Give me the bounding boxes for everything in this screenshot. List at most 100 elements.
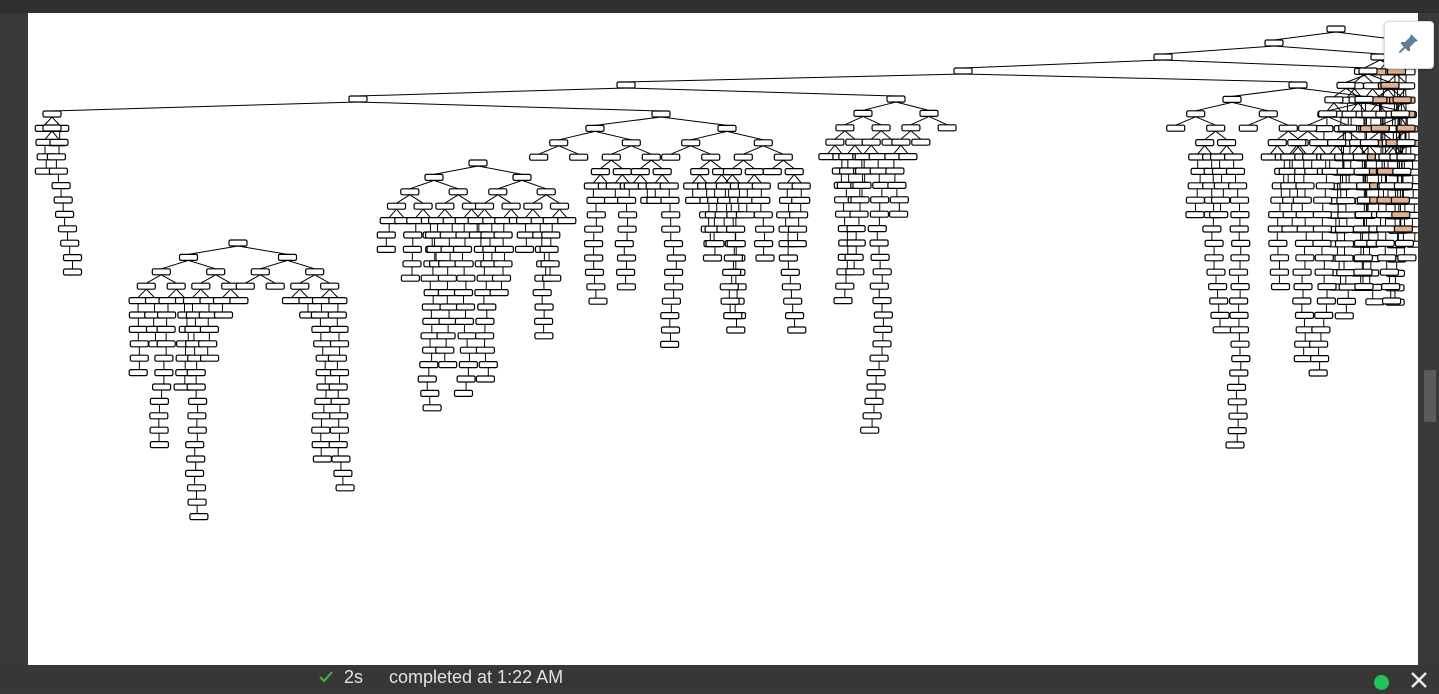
tree-edge (410, 180, 434, 188)
tree-node (201, 355, 219, 361)
tree-node (321, 283, 339, 289)
tree-node (736, 212, 754, 218)
tree-node (1335, 313, 1353, 319)
tree-node (1398, 255, 1416, 261)
tree-node (756, 226, 774, 232)
tree-node (329, 298, 347, 304)
tree-node (214, 298, 232, 304)
tree-edge (894, 145, 901, 153)
tree-node (617, 284, 635, 290)
tree-node (1270, 269, 1288, 275)
tree-node (283, 298, 301, 304)
tree-node (403, 261, 421, 267)
tree-node (334, 470, 352, 476)
tree-node (587, 284, 605, 290)
tree-node (377, 246, 395, 252)
tree-node (1394, 183, 1412, 189)
tree-node (754, 140, 772, 146)
tree-node (1207, 269, 1225, 275)
tree-edge (1176, 117, 1196, 125)
tree-node (155, 355, 173, 361)
tree-edge (622, 175, 629, 183)
tree-node (454, 246, 472, 252)
tree-node (1394, 226, 1412, 232)
scrollbar-track[interactable] (1418, 13, 1439, 665)
tree-node (150, 398, 168, 404)
tree-edge (1277, 146, 1284, 154)
tree-node (865, 398, 883, 404)
tree-edge (445, 195, 458, 203)
tree-edge (845, 131, 855, 139)
tree-node (790, 212, 808, 218)
tree-node (266, 283, 284, 289)
tree-node (755, 241, 773, 247)
tree-node (570, 154, 588, 160)
tree-node (846, 269, 864, 275)
tree-node (1336, 226, 1354, 232)
tree-node (137, 283, 155, 289)
tree-node (585, 226, 603, 232)
tree-edge (146, 275, 161, 283)
tree-node (1213, 327, 1231, 333)
tree-node (1327, 26, 1345, 32)
tree-node (455, 318, 473, 324)
tree-node (478, 304, 496, 310)
tree-node (1381, 82, 1399, 88)
tree-node (199, 341, 217, 347)
tree-node (665, 269, 683, 275)
tree-node (704, 255, 722, 261)
tree-node (1325, 97, 1343, 103)
tree-edge (655, 175, 662, 183)
scrollbar-thumb[interactable] (1424, 370, 1436, 422)
tree-edge (1220, 146, 1227, 154)
tree-node (535, 333, 553, 339)
tree-node (706, 241, 724, 247)
tree-edge (498, 180, 522, 188)
tree-node (1311, 356, 1329, 362)
tree-node (457, 275, 475, 281)
tree-edge (44, 117, 52, 125)
tree-edge (1270, 146, 1277, 154)
tree-node (1294, 356, 1312, 362)
tree-node (613, 169, 631, 175)
tree-node (420, 362, 438, 368)
pin-output-button[interactable] (1384, 21, 1434, 69)
tree-edge (863, 102, 896, 110)
tree-node (1186, 212, 1204, 218)
tree-edge (725, 175, 732, 183)
tree-edge (1308, 131, 1319, 139)
tree-node (440, 304, 458, 310)
tree-node (1354, 255, 1372, 261)
tree-node (585, 241, 603, 247)
tree-node (200, 326, 218, 332)
tree-node (1315, 126, 1333, 132)
tree-node (873, 269, 891, 275)
tree-node (587, 212, 605, 218)
kernel-status-icon[interactable] (1374, 675, 1389, 690)
close-icon[interactable] (1410, 671, 1428, 694)
tree-node (336, 485, 354, 491)
tree-edge (929, 116, 947, 124)
tree-node (724, 313, 742, 319)
tree-edge (911, 131, 921, 139)
tree-edge (787, 175, 794, 183)
tree-node (476, 376, 494, 382)
tree-node (870, 211, 888, 217)
tree-node (792, 197, 810, 203)
tree-node (43, 111, 61, 117)
tree-node (1296, 183, 1314, 189)
tree-node (52, 183, 70, 189)
tree-node (912, 139, 930, 145)
tree-node (129, 298, 147, 304)
tree-edge (747, 175, 754, 183)
tree-node (845, 254, 863, 260)
tree-node (870, 240, 888, 246)
tree-node (1355, 96, 1373, 102)
tree-node (540, 246, 558, 252)
tree-node (1229, 413, 1247, 419)
tree-node (586, 269, 604, 275)
tree-node (1296, 212, 1314, 218)
tree-node (403, 246, 421, 252)
tree-node (550, 140, 568, 146)
tree-node (187, 384, 205, 390)
